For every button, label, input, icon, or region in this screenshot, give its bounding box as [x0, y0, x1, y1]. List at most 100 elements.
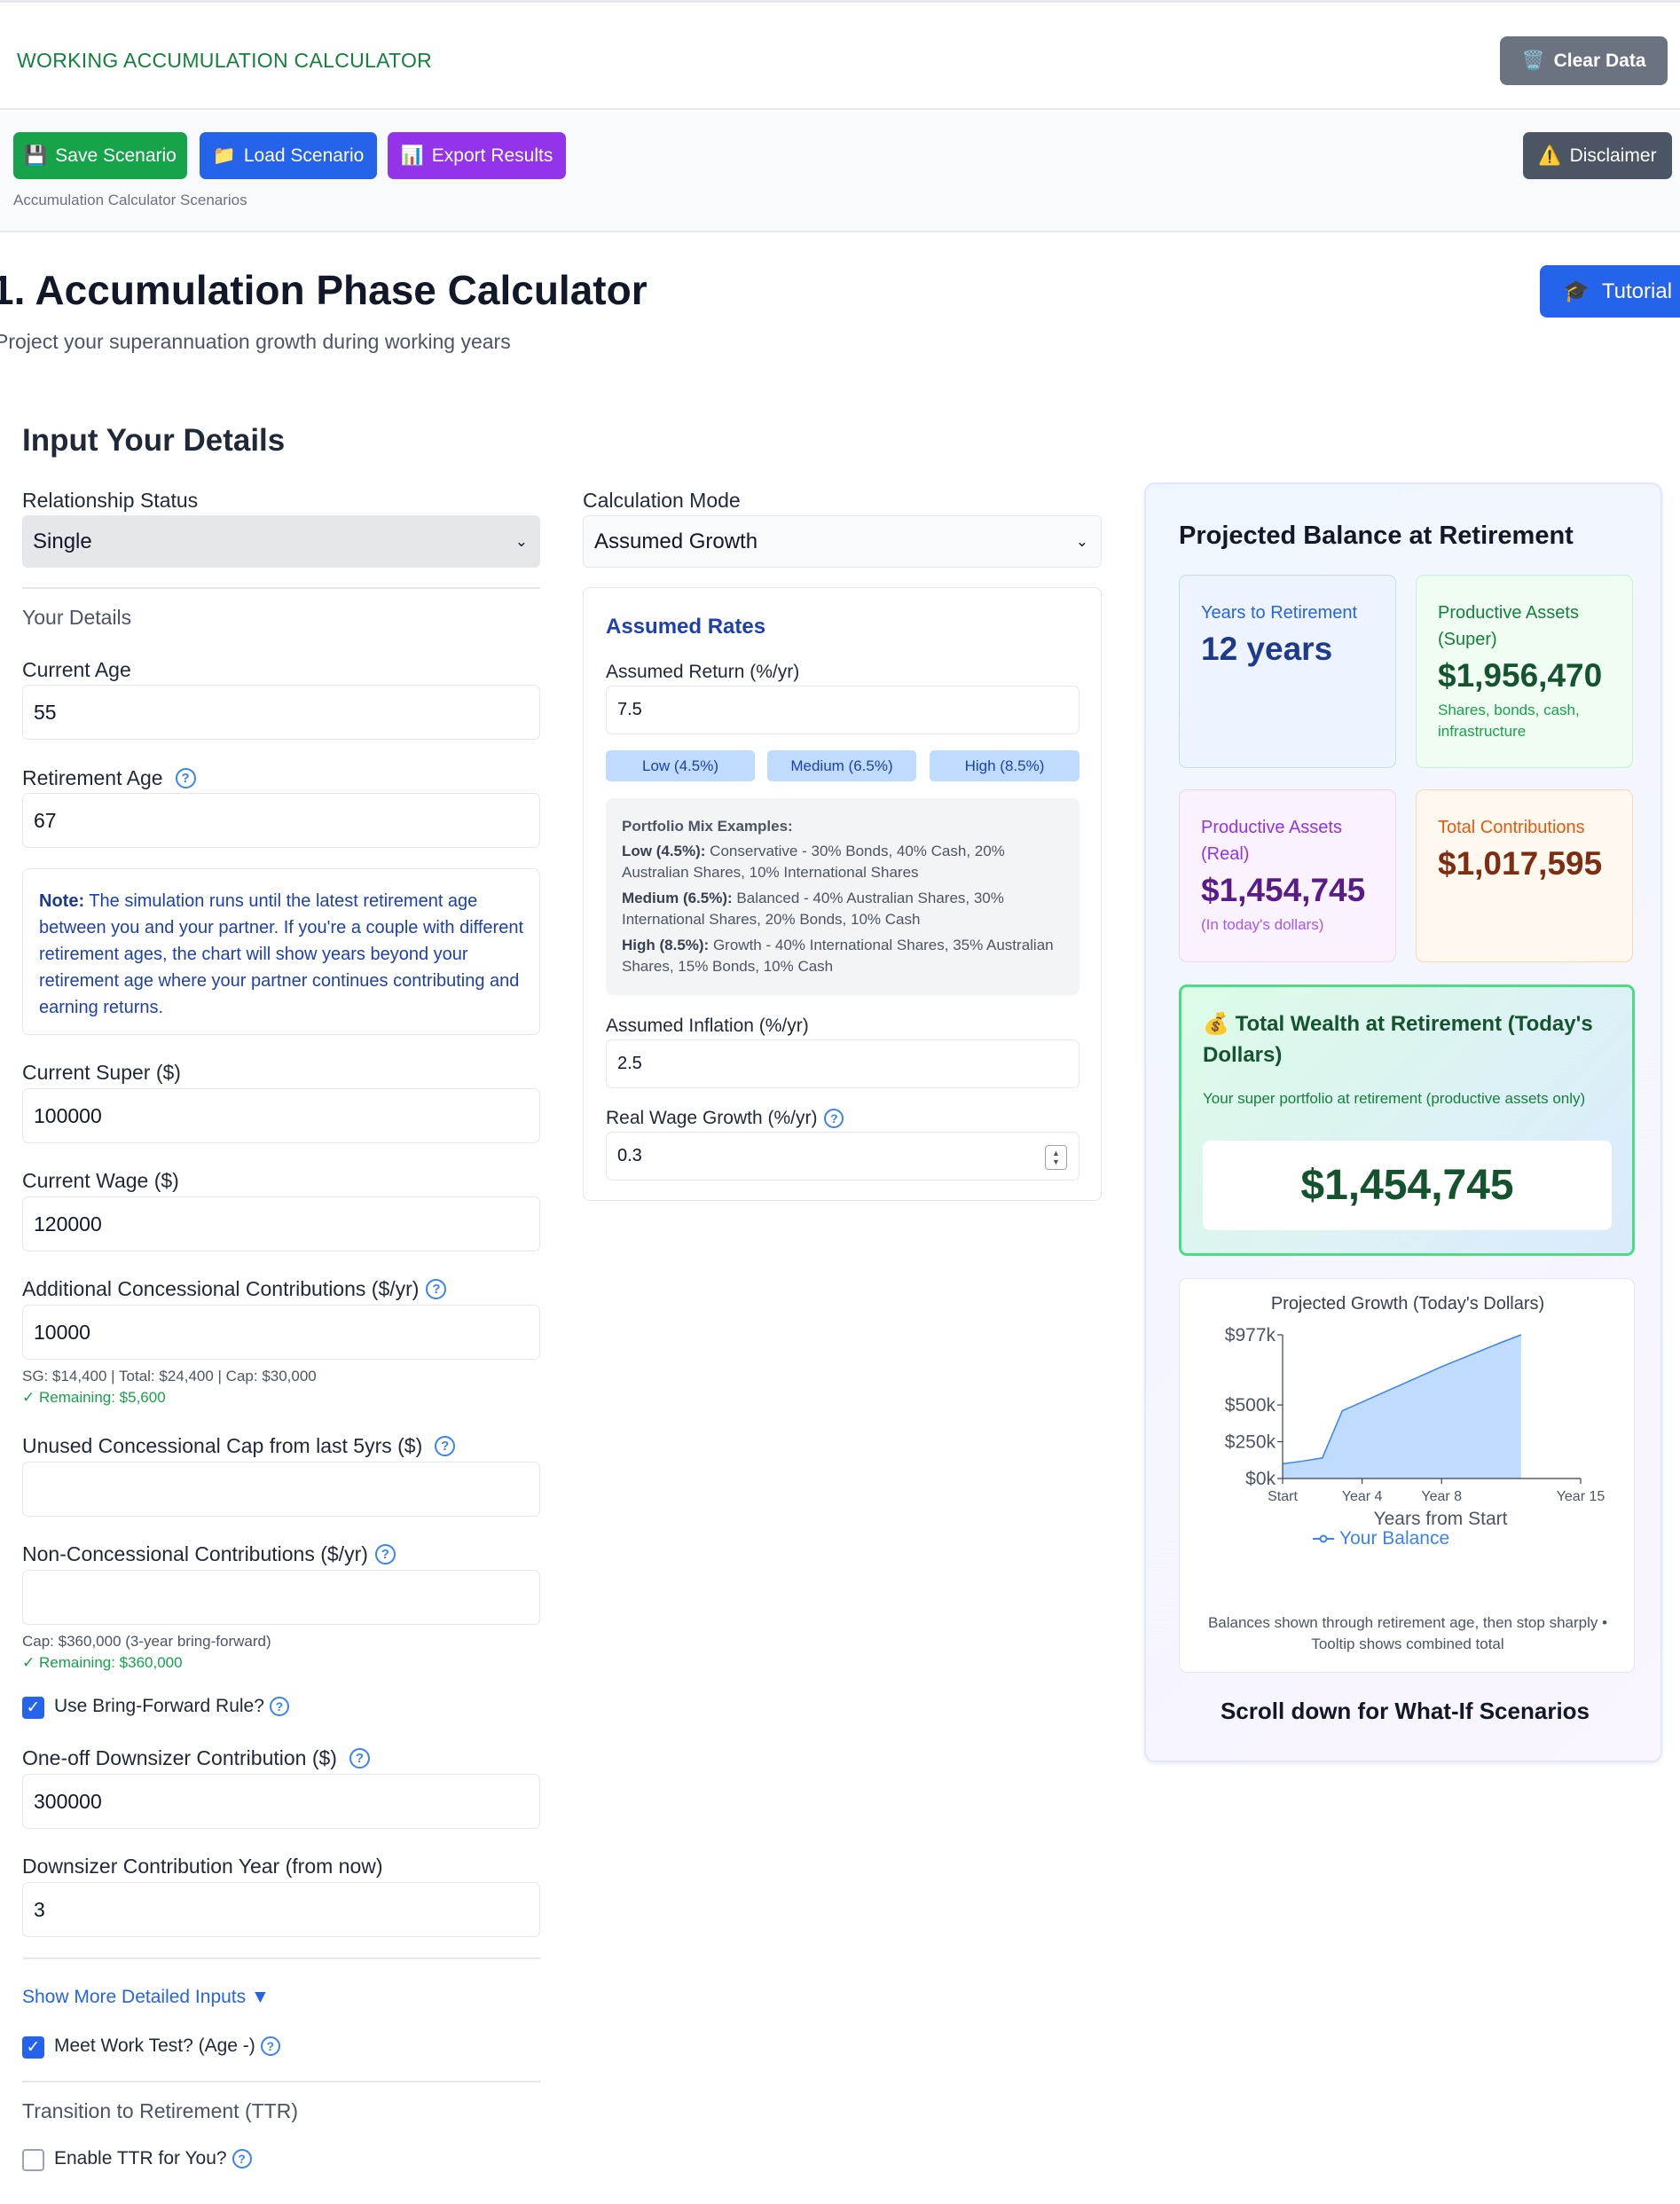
load-scenario-label: Load Scenario: [243, 145, 365, 166]
x-axis-label: Years from Start: [1374, 1509, 1508, 1529]
bring-forward-label: Use Bring-Forward Rule? ?: [54, 1696, 289, 1717]
non-concessional-label: Non-Concessional Contributions ($/yr) ?: [22, 1542, 396, 1566]
real-wage-growth-input[interactable]: 0.3 ▲ ▼: [606, 1132, 1079, 1180]
scenarios-caption: Accumulation Calculator Scenarios: [13, 192, 247, 208]
concessional-remaining: ✓ Remaining: $5,600: [22, 1389, 166, 1406]
portfolio-mix-medium: Medium (6.5%): Balanced - 40% Australian…: [622, 888, 1064, 930]
help-icon[interactable]: ?: [349, 1748, 370, 1769]
help-icon[interactable]: ?: [824, 1109, 844, 1128]
total-contributions-label: Total Contributions: [1438, 818, 1585, 837]
help-icon[interactable]: ?: [435, 1436, 456, 1456]
medium-rate-button[interactable]: Medium (6.5%): [767, 750, 916, 781]
chevron-down-icon: ⌄: [514, 532, 528, 550]
growth-chart-card: Projected Growth (Today's Dollars) $0k $2…: [1179, 1278, 1635, 1673]
your-details-heading: Your Details: [22, 606, 132, 629]
current-age-label: Current Age: [22, 658, 131, 681]
clear-data-button[interactable]: 🗑️ Clear Data: [1500, 36, 1668, 85]
number-stepper[interactable]: ▲ ▼: [1045, 1145, 1067, 1170]
downsizer-input[interactable]: 300000: [22, 1774, 540, 1829]
tutorial-label: Tutorial: [1601, 278, 1673, 303]
productive-assets-super-card: Productive Assets (Super) $1,956,470 Sha…: [1416, 575, 1633, 768]
simulation-note: Note: The simulation runs until the late…: [22, 868, 540, 1035]
current-super-input[interactable]: 100000: [22, 1088, 540, 1143]
relationship-status-select[interactable]: Single ⌄: [22, 515, 540, 568]
growth-chart[interactable]: $0k $250k $500k $977k Start Year 4 Year 8 Year …: [1180, 1319, 1636, 1620]
page-subtitle: Project your superannuation growth durin…: [0, 330, 511, 353]
downsizer-text: One-off Downsizer Contribution ($): [22, 1746, 337, 1769]
portfolio-mix-title: Portfolio Mix Examples:: [622, 818, 793, 835]
help-icon[interactable]: ?: [426, 1279, 447, 1299]
save-scenario-label: Save Scenario: [55, 145, 177, 166]
assumed-return-input[interactable]: 7.5: [606, 686, 1079, 734]
warning-icon: ⚠️: [1538, 145, 1562, 166]
clear-data-label: Clear Data: [1553, 50, 1646, 71]
x-tick-label: Year 4: [1342, 1489, 1383, 1504]
non-concessional-input[interactable]: [22, 1570, 540, 1625]
y-tick-label: $977k: [1225, 1325, 1276, 1345]
downsizer-year-label: Downsizer Contribution Year (from now): [22, 1855, 383, 1878]
work-test-label: Meet Work Test? (Age -) ?: [54, 2035, 280, 2057]
help-icon[interactable]: ?: [260, 2036, 280, 2056]
help-icon[interactable]: ?: [232, 2149, 252, 2169]
mix-medium-text: Balanced - 40% Australian Shares, 30% In…: [622, 890, 1004, 928]
assumed-rates-card: Assumed Rates Assumed Return (%/yr) 7.5 …: [583, 587, 1102, 1201]
help-icon[interactable]: ?: [374, 1544, 396, 1565]
concessional-input[interactable]: 10000: [22, 1305, 540, 1360]
export-results-label: Export Results: [431, 145, 553, 166]
total-wealth-card: 💰 Total Wealth at Retirement (Today's Do…: [1179, 984, 1635, 1256]
years-to-retirement-card: Years to Retirement 12 years: [1179, 575, 1396, 768]
legend-marker: [1319, 1534, 1328, 1543]
help-icon[interactable]: ?: [269, 1697, 289, 1716]
work-test-text: Meet Work Test? (Age -): [54, 2035, 255, 2056]
ttr-label: Enable TTR for You? ?: [54, 2148, 252, 2169]
low-rate-button[interactable]: Low (4.5%): [606, 750, 755, 781]
note-bold: Note:: [39, 891, 85, 911]
high-rate-button[interactable]: High (8.5%): [930, 750, 1079, 781]
total-wealth-value: $1,454,745: [1203, 1141, 1612, 1230]
assumed-inflation-input[interactable]: 2.5: [606, 1039, 1079, 1088]
downsizer-year-input[interactable]: 3: [22, 1882, 540, 1937]
current-wage-input[interactable]: 120000: [22, 1196, 540, 1251]
chart-title: Projected Growth (Today's Dollars): [1270, 1294, 1545, 1314]
concessional-text: Additional Concessional Contributions ($…: [22, 1277, 420, 1300]
portfolio-mix-examples: Portfolio Mix Examples: Low (4.5%): Cons…: [606, 798, 1079, 995]
disclaimer-label: Disclaimer: [1569, 145, 1657, 166]
export-results-button[interactable]: 📊 Export Results: [388, 132, 566, 179]
ttr-checkbox[interactable]: [22, 2149, 44, 2171]
productive-assets-super-value: $1,956,470: [1438, 657, 1603, 694]
retirement-age-input[interactable]: 67: [22, 793, 540, 848]
x-tick-label: Start: [1268, 1489, 1298, 1504]
current-age-input[interactable]: 55: [22, 685, 540, 740]
ttr-heading: Transition to Retirement (TTR): [22, 2099, 298, 2122]
portfolio-mix-low: Low (4.5%): Conservative - 30% Bonds, 40…: [622, 841, 1064, 883]
ttr-text: Enable TTR for You?: [54, 2148, 227, 2169]
concessional-label: Additional Concessional Contributions ($…: [22, 1277, 447, 1301]
current-super-label: Current Super ($): [22, 1061, 181, 1084]
y-tick-label: $0k: [1245, 1469, 1276, 1489]
retirement-age-text: Retirement Age: [22, 766, 163, 789]
productive-assets-real-card: Productive Assets (Real) $1,454,745 (In …: [1179, 789, 1396, 962]
results-panel: Projected Balance at Retirement Years to…: [1144, 482, 1662, 1762]
legend-label: Your Balance: [1339, 1528, 1449, 1549]
unused-cap-input[interactable]: [22, 1462, 540, 1517]
total-contributions-card: Total Contributions $1,017,595: [1416, 789, 1633, 962]
calculation-mode-value: Assumed Growth: [594, 529, 758, 553]
assumed-return-label: Assumed Return (%/yr): [606, 662, 800, 682]
work-test-checkbox[interactable]: ✓: [22, 2036, 44, 2059]
assumed-rates-title: Assumed Rates: [606, 615, 766, 639]
bring-forward-checkbox[interactable]: ✓: [22, 1697, 44, 1719]
load-scenario-button[interactable]: 📁 Load Scenario: [200, 132, 377, 179]
tutorial-button[interactable]: 🎓 Tutorial: [1540, 265, 1680, 318]
help-icon[interactable]: ?: [175, 768, 196, 788]
y-tick-label: $500k: [1225, 1395, 1276, 1416]
app-header: WORKING ACCUMULATION CALCULATOR 🗑️ Clear…: [0, 0, 1680, 110]
calculation-mode-select[interactable]: Assumed Growth ⌄: [583, 515, 1102, 568]
app-title: WORKING ACCUMULATION CALCULATOR: [17, 49, 433, 72]
trash-icon: 🗑️: [1521, 50, 1545, 71]
mix-high-bold: High (8.5%):: [622, 937, 710, 953]
divider: [22, 2081, 540, 2082]
real-wage-growth-text: Real Wage Growth (%/yr): [606, 1108, 818, 1128]
save-scenario-button[interactable]: 💾 Save Scenario: [13, 132, 187, 179]
disclaimer-button[interactable]: ⚠️ Disclaimer: [1523, 132, 1672, 179]
show-more-inputs-link[interactable]: Show More Detailed Inputs ▼: [22, 1987, 270, 2007]
